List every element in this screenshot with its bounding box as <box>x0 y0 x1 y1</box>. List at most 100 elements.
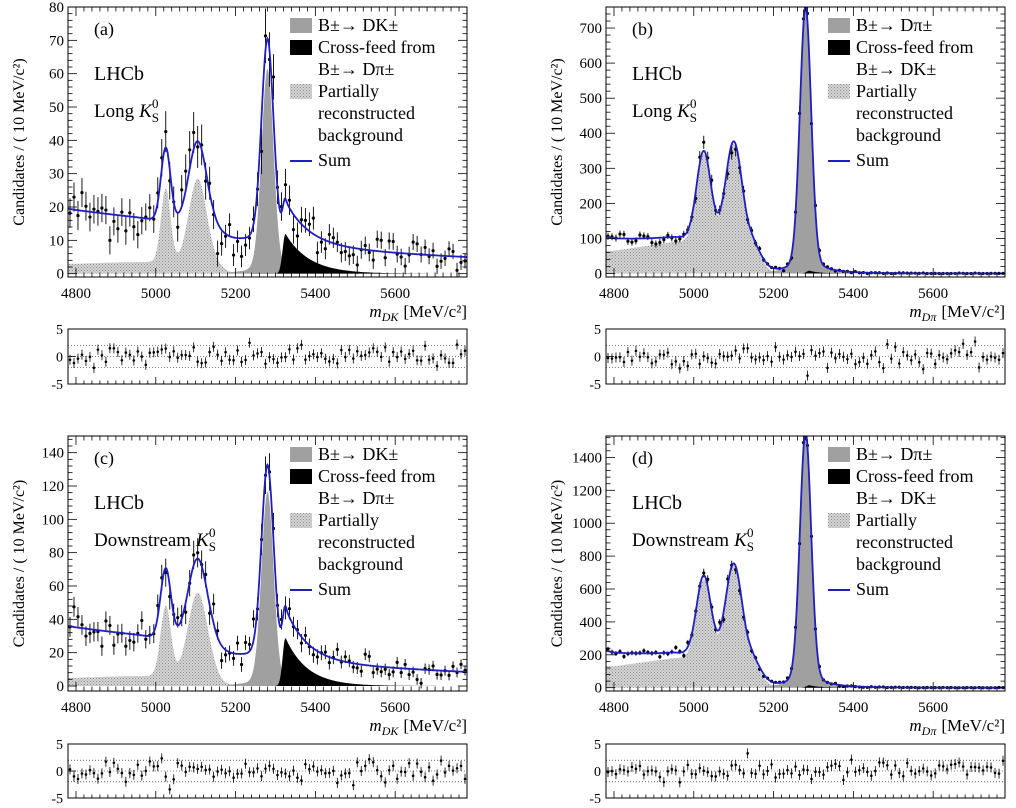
data-point <box>367 250 371 255</box>
kshort-sub: S <box>152 110 159 125</box>
residual-point <box>76 777 80 781</box>
x-axis-sub: Dπ <box>921 724 938 738</box>
residual-tick-label: 0 <box>56 765 63 780</box>
residual-point <box>196 360 199 363</box>
y-tick-label: 0 <box>595 266 603 282</box>
x-tick-label: 5200 <box>759 286 789 302</box>
residual-point <box>367 351 371 354</box>
residual-point <box>662 780 666 784</box>
residual-point <box>806 374 809 377</box>
residual-point <box>658 775 662 779</box>
residual-point <box>921 767 925 770</box>
data-point <box>371 258 375 262</box>
residual-point <box>690 353 694 356</box>
residual-panel: -5 0 5 <box>589 738 1006 807</box>
partial-bkg-area <box>68 178 467 274</box>
kshort-sup: 0 <box>747 525 754 540</box>
residual-point <box>734 349 737 352</box>
residual-point <box>654 770 658 773</box>
sample-name: Downstream <box>94 530 191 551</box>
residual-point <box>766 354 769 358</box>
legend-label: Sum <box>318 579 351 599</box>
kshort-symbol: K <box>733 530 748 551</box>
x-axis-unit: [MeV/c²] <box>941 716 1005 735</box>
crossfeed-area <box>251 234 467 274</box>
residual-point <box>917 769 921 773</box>
data-point <box>387 239 391 243</box>
residual-point <box>634 767 638 771</box>
x-axis-var: m <box>369 716 381 735</box>
data-point <box>634 239 638 243</box>
x-tick-label: 5600 <box>918 700 948 716</box>
residual-point <box>252 771 255 774</box>
data-point <box>176 616 180 620</box>
residual-point <box>160 348 164 351</box>
residual-point <box>208 350 211 354</box>
residual-point <box>754 358 757 361</box>
residual-point <box>889 773 893 776</box>
data-point <box>443 256 447 260</box>
residual-point <box>371 346 375 350</box>
sample-label: Downstream KS0 <box>94 525 216 554</box>
data-point <box>435 264 439 269</box>
data-point <box>363 243 367 248</box>
residual-point <box>284 772 287 775</box>
residual-point <box>104 760 108 764</box>
legend-swatch-partial <box>828 513 850 528</box>
residual-point <box>846 770 849 774</box>
residual-point <box>945 768 949 771</box>
x-axis: 4800 5000 5200 5400 5600 <box>599 436 998 716</box>
data-point <box>319 240 323 244</box>
residual-point <box>878 360 881 364</box>
data-point <box>303 633 308 638</box>
data-point <box>92 630 96 634</box>
x-axis-title: mDK [MeV/c²] <box>369 716 467 738</box>
residual-point <box>965 773 969 776</box>
data-point <box>399 255 403 259</box>
residual-point <box>702 355 706 358</box>
residual-point <box>284 355 287 359</box>
y-tick-label: 400 <box>580 126 603 142</box>
legend-label: B±→ DK± <box>318 15 398 35</box>
residual-point <box>746 752 749 755</box>
legend-label-line2: reconstructed <box>318 103 415 123</box>
data-point <box>188 148 192 152</box>
residual-point <box>977 366 981 369</box>
plot-area <box>68 453 467 689</box>
y-axis: 0 10 20 30 40 50 60 70 80 <box>49 0 467 283</box>
residual-point <box>870 353 873 357</box>
kshort-symbol: K <box>138 101 153 122</box>
residual-point <box>973 340 977 343</box>
data-point <box>92 207 96 211</box>
data-point <box>411 240 415 244</box>
legend-label: B±→ DK± <box>318 444 398 464</box>
data-point <box>431 249 435 253</box>
residual-point <box>758 356 761 359</box>
residual-point <box>726 774 729 778</box>
legend-label: Cross-feed from <box>856 466 973 486</box>
data-point <box>781 269 786 273</box>
residual-point <box>866 770 869 774</box>
data-point <box>355 666 359 670</box>
legend-label: Partially <box>856 81 917 101</box>
residual-point <box>164 347 168 350</box>
residual-point <box>423 775 427 779</box>
residual-point <box>136 350 140 353</box>
residual-tick-label: 0 <box>594 351 601 366</box>
residual-point <box>722 354 726 358</box>
residual-point <box>280 771 283 774</box>
data-point <box>124 229 128 233</box>
residual-point <box>84 773 88 776</box>
residual-point <box>68 358 72 362</box>
legend-label-line2: reconstructed <box>856 103 953 123</box>
data-point <box>243 243 248 247</box>
data-point <box>618 232 622 236</box>
data-point <box>291 228 296 232</box>
residual-point <box>240 360 243 364</box>
legend-label-line3: background <box>318 125 403 145</box>
residual-point <box>288 348 291 351</box>
residual-point <box>363 353 367 357</box>
residual-point <box>626 770 630 773</box>
residual-point <box>308 354 311 358</box>
data-point <box>76 213 80 218</box>
